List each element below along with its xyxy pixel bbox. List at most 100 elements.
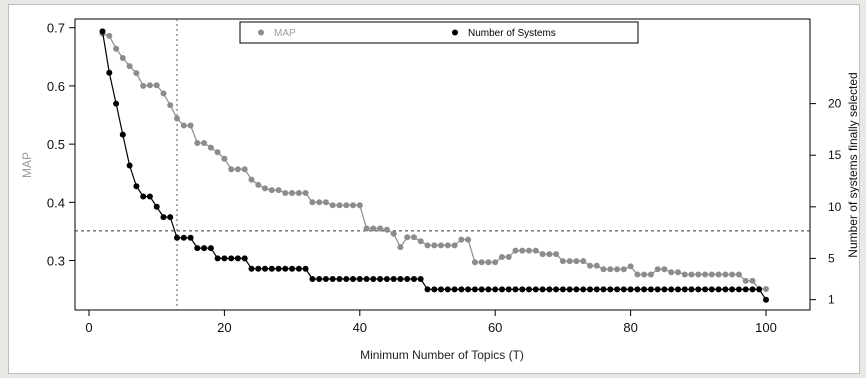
systems-point (573, 286, 580, 293)
systems-point (438, 286, 444, 293)
systems-point (708, 286, 715, 293)
map-point (153, 82, 160, 89)
map-point (526, 247, 532, 254)
map-point (397, 244, 404, 251)
map-point (722, 271, 729, 278)
map-point (160, 90, 167, 97)
systems-point (234, 255, 241, 262)
systems-point (471, 286, 478, 293)
systems-point (194, 245, 201, 252)
y-left-tick-label: 0.3 (47, 254, 65, 269)
systems-point (350, 276, 356, 282)
map-point (119, 55, 126, 61)
map-point (559, 258, 566, 265)
map-point (573, 258, 580, 265)
systems-point (411, 276, 417, 282)
map-point (302, 190, 309, 196)
map-point (343, 202, 350, 209)
systems-point (546, 286, 553, 293)
map-point (668, 269, 675, 276)
map-point (390, 230, 397, 237)
map-point (248, 176, 255, 183)
x-tick-label: 0 (85, 320, 92, 335)
systems-point (702, 286, 709, 293)
x-tick-label: 20 (217, 320, 231, 335)
x-tick-label: 80 (623, 320, 637, 335)
map-point (627, 263, 634, 270)
map-point (180, 122, 187, 129)
map-point (580, 258, 587, 265)
legend-label-systems: Number of Systems (468, 28, 556, 39)
map-point (126, 63, 133, 70)
map-point (377, 225, 384, 232)
map-point (519, 247, 526, 254)
map-point (539, 251, 546, 258)
y-right-tick-label: 10 (828, 200, 842, 214)
map-point (309, 199, 316, 206)
plot-area (74, 18, 811, 311)
x-tick-label: 60 (488, 320, 502, 335)
y-left-tick-label: 0.6 (47, 79, 65, 94)
systems-point (309, 276, 316, 282)
systems-point (119, 131, 126, 138)
map-point (207, 144, 214, 151)
x-axis: 0 20 40 60 80 100 (85, 310, 777, 335)
systems-point (390, 276, 397, 282)
systems-point (255, 265, 262, 272)
map-point (336, 202, 343, 209)
map-point (681, 271, 688, 278)
map-point (458, 236, 465, 243)
map-point (587, 262, 593, 269)
systems-point (187, 234, 194, 241)
systems-point (302, 265, 309, 272)
systems-point (146, 193, 153, 200)
systems-point (627, 286, 634, 293)
map-point (499, 254, 505, 260)
systems-point (431, 286, 438, 293)
systems-point (404, 276, 411, 282)
map-point (289, 190, 296, 196)
systems-point (458, 286, 465, 293)
systems-point (160, 214, 167, 221)
map-point (431, 242, 438, 249)
map-point (241, 166, 248, 173)
systems-point (140, 193, 147, 200)
systems-point (763, 296, 769, 303)
systems-point (668, 286, 675, 293)
y-axis-left: 0.3 0.4 0.5 0.6 0.7 (47, 21, 75, 269)
systems-point (248, 265, 255, 272)
map-point (146, 82, 153, 89)
map-point (702, 271, 709, 278)
map-point (201, 140, 208, 146)
systems-point (559, 286, 566, 293)
systems-point (715, 286, 722, 293)
map-point (620, 266, 627, 273)
map-point (262, 185, 268, 192)
systems-point (539, 286, 546, 293)
map-point (614, 266, 621, 273)
map-point (688, 271, 695, 278)
systems-point (221, 255, 228, 262)
systems-point (620, 286, 627, 293)
systems-point (316, 276, 323, 282)
x-tick-label: 100 (755, 320, 777, 335)
y-right-tick-label: 15 (828, 148, 842, 162)
systems-point (180, 234, 187, 241)
systems-point (356, 276, 363, 282)
systems-point (214, 255, 221, 262)
map-point (363, 225, 370, 232)
y-right-tick-label: 5 (828, 251, 835, 265)
systems-point (153, 203, 160, 210)
legend-marker-systems (452, 29, 458, 36)
systems-point (735, 286, 742, 293)
map-point (404, 234, 411, 241)
legend-label-map: MAP (274, 28, 296, 39)
systems-point (722, 286, 729, 293)
systems-point (647, 286, 654, 293)
map-point (228, 166, 235, 173)
systems-point (167, 214, 174, 221)
map-point (695, 271, 702, 278)
map-point (654, 266, 661, 273)
map-point (356, 202, 363, 209)
